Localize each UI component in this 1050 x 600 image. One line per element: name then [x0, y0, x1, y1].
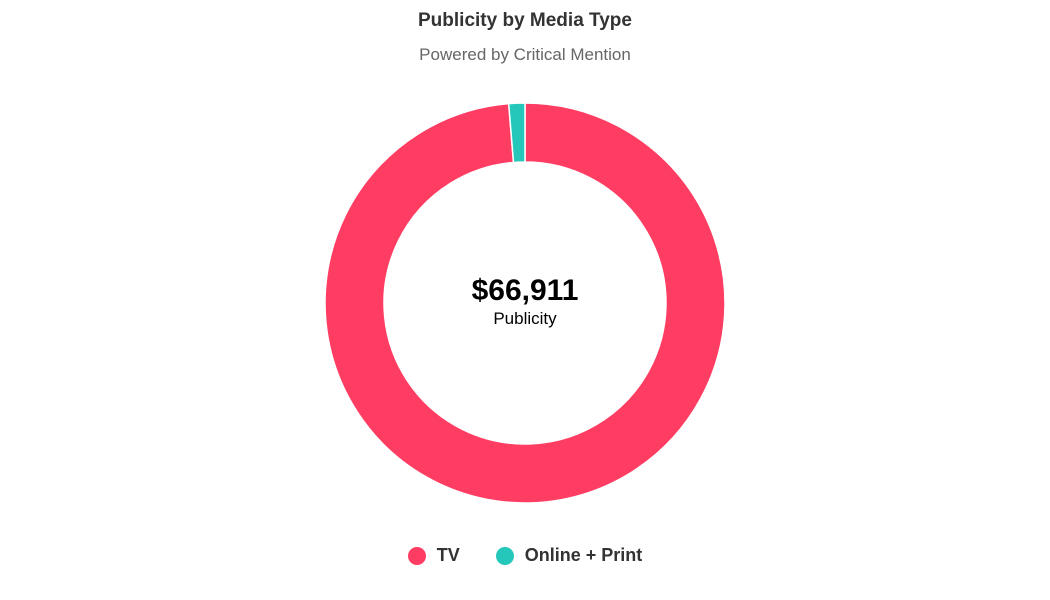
- donut-slice-online-print[interactable]: [507, 102, 526, 164]
- donut-slice-tv[interactable]: [324, 102, 726, 504]
- legend-label-online-print: Online + Print: [524, 545, 643, 565]
- chart-subtitle: Powered by Critical Mention: [419, 45, 631, 64]
- chart-legend: TV Online + Print: [0, 545, 1050, 566]
- legend-item-tv[interactable]: TV: [407, 545, 460, 566]
- legend-item-online-print[interactable]: Online + Print: [495, 545, 643, 566]
- legend-marker-tv: [407, 546, 426, 565]
- center-total-value: $66,911: [471, 274, 579, 307]
- legend-label-tv: TV: [436, 545, 460, 565]
- chart-title: Publicity by Media Type: [418, 10, 632, 31]
- center-total-label: Publicity: [493, 309, 557, 328]
- legend-marker-online-print: [495, 546, 514, 565]
